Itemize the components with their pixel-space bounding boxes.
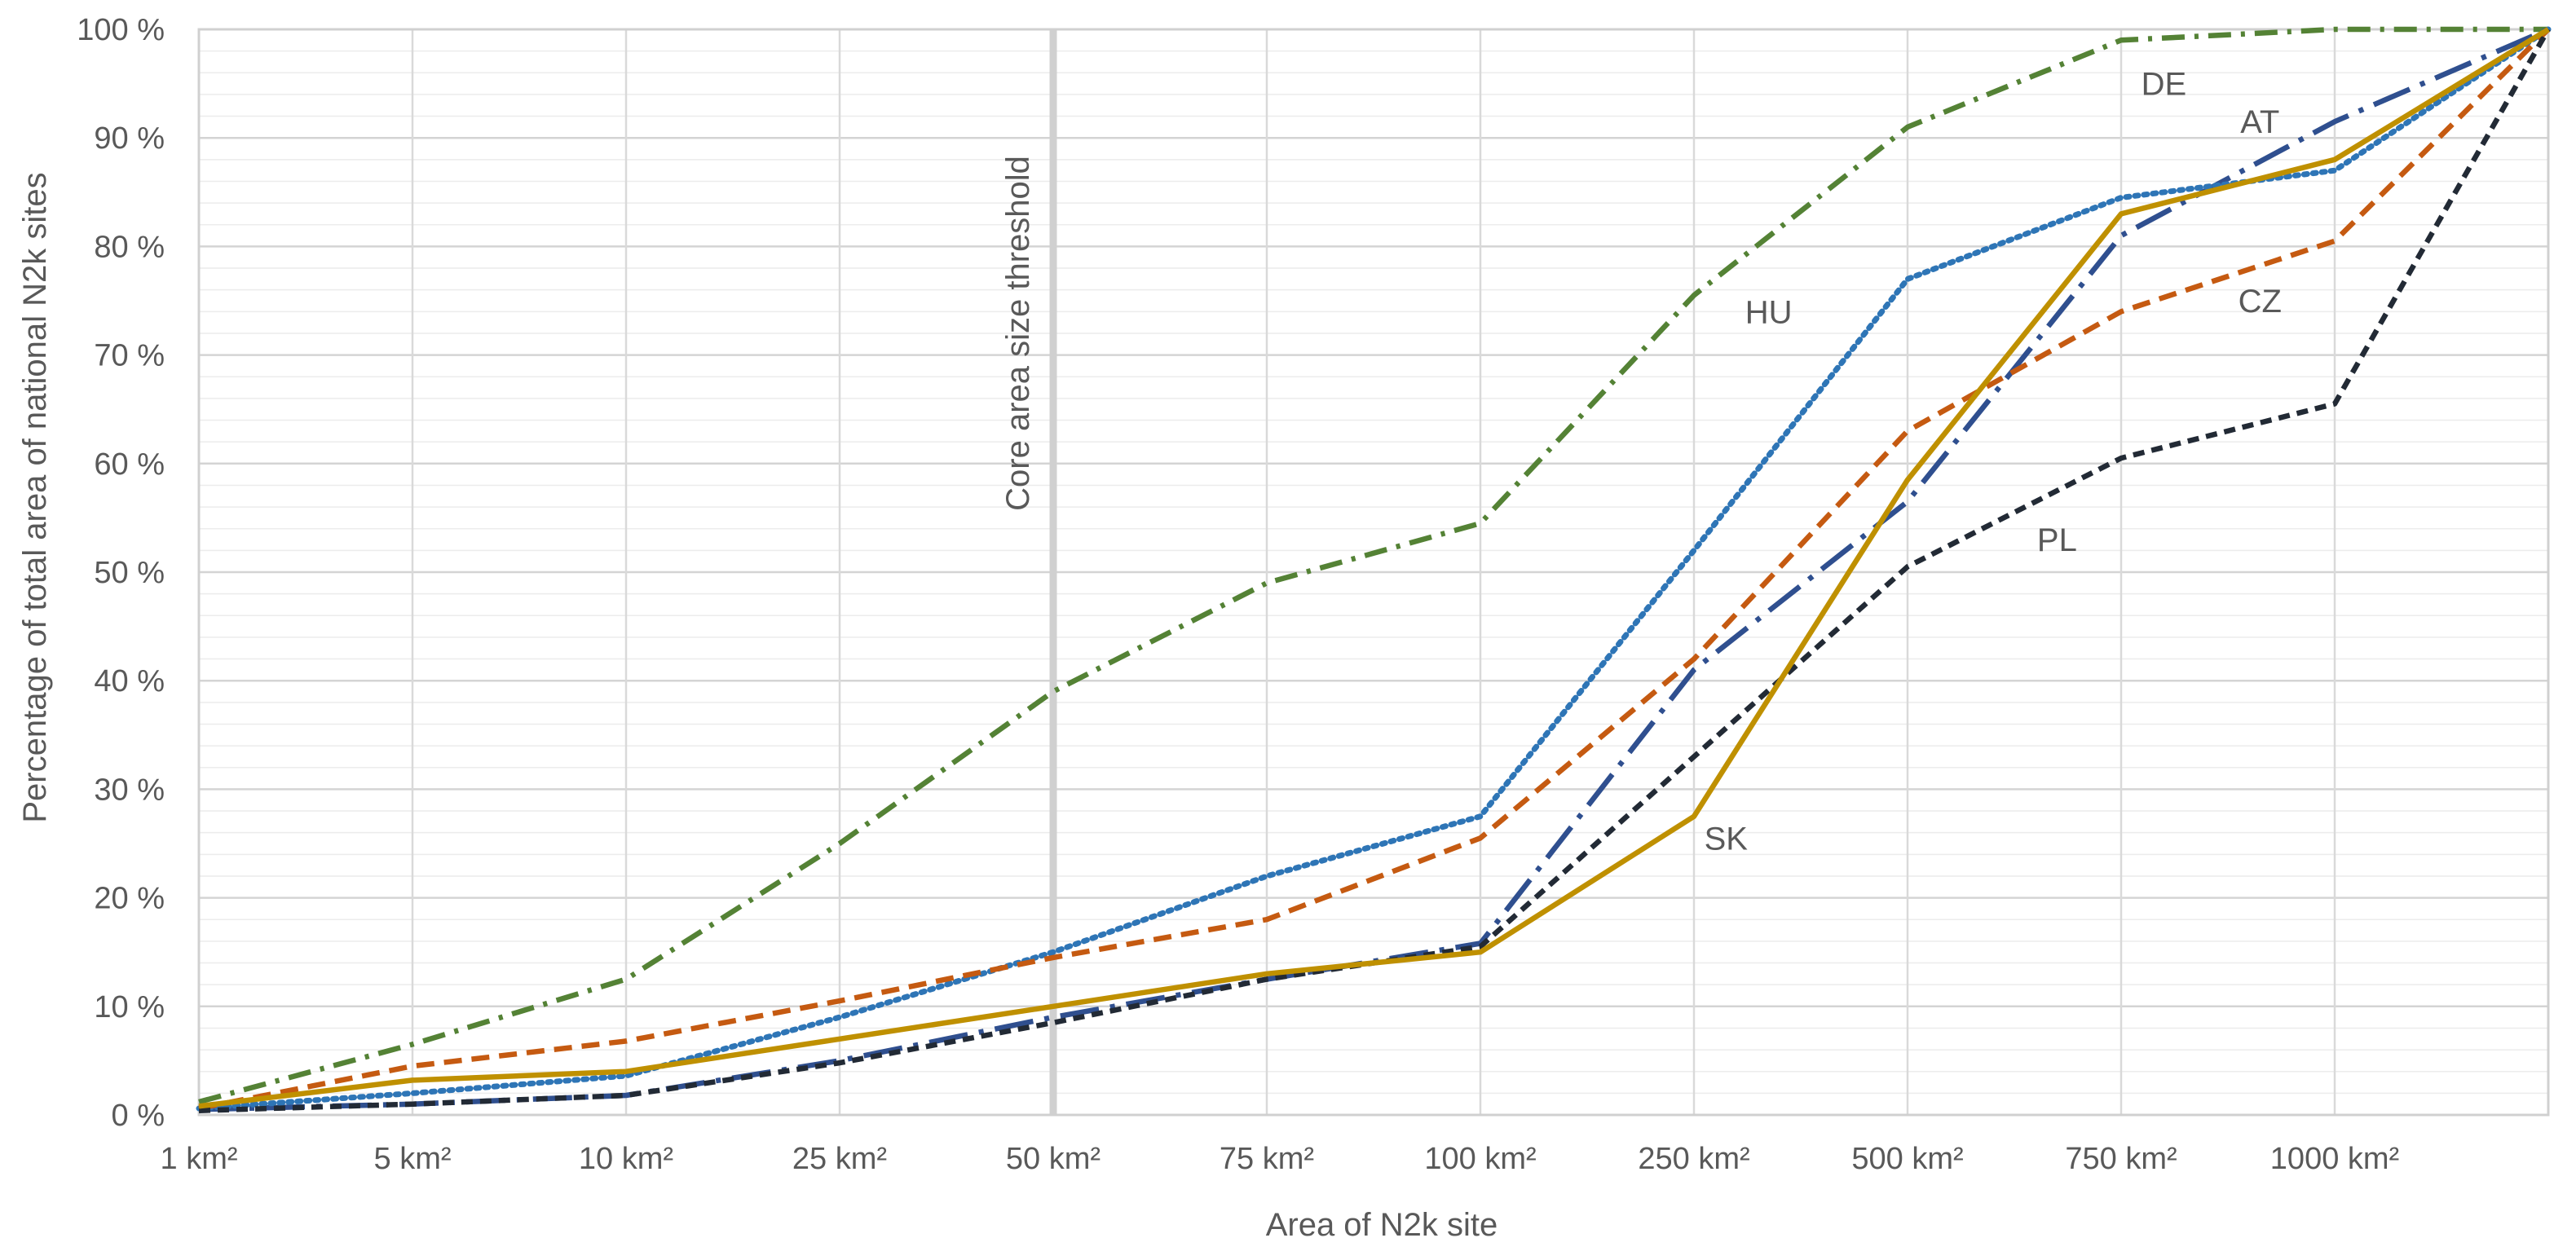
series-line-sk (198, 27, 2550, 1109)
y-tick-label: 10 % (94, 990, 165, 1024)
series-line-cz (198, 27, 2551, 1112)
x-tick-label: 5 km² (374, 1142, 452, 1176)
x-axis-title: Area of N2k site (1266, 1207, 1498, 1243)
plot-border (197, 28, 2550, 1117)
threshold-label: Core area size threshold (1000, 156, 1036, 511)
y-tick-label: 20 % (94, 882, 165, 916)
series-line-hu (196, 26, 2552, 1112)
series-line-de (198, 26, 2548, 1105)
series-label-pl: PL (2037, 522, 2077, 558)
x-tick-label: 250 km² (1638, 1142, 1749, 1176)
x-tick-label: 1 km² (161, 1142, 238, 1176)
y-tick-label: 40 % (94, 664, 165, 698)
series-line-at (198, 27, 2550, 1112)
series-lines (196, 26, 2552, 1113)
y-axis-title: Percentage of total area of national N2k… (17, 172, 53, 822)
series-label-cz: CZ (2239, 284, 2282, 319)
y-tick-label: 60 % (94, 447, 165, 482)
minor-gridlines (199, 50, 2548, 1095)
y-tick-labels: 0 % 10 % 20 % 30 % 40 % 50 % 60 % 70 % 80 % 90 % 1… (77, 13, 165, 1133)
y-tick-label: 100 % (77, 13, 165, 47)
series-label-at: AT (2240, 104, 2279, 140)
series-line-pl (198, 28, 2551, 1113)
x-tick-label: 100 km² (1424, 1142, 1536, 1176)
x-tick-label: 750 km² (2065, 1142, 2177, 1176)
y-tick-label: 90 % (94, 121, 165, 156)
y-tick-label: 50 % (94, 556, 165, 590)
y-tick-label: 30 % (94, 773, 165, 807)
series-label-hu: HU (1745, 294, 1793, 330)
x-tick-label: 1000 km² (2270, 1142, 2399, 1176)
x-tick-label: 25 km² (792, 1142, 887, 1176)
x-tick-label: 10 km² (579, 1142, 673, 1176)
plot-frame (197, 28, 2550, 1117)
x-tick-label: 500 km² (1851, 1142, 1963, 1176)
y-tick-label: 0 % (112, 1099, 165, 1133)
y-tick-label: 70 % (94, 339, 165, 373)
y-tick-label: 80 % (94, 230, 165, 264)
series-label-sk: SK (1705, 821, 1749, 857)
x-tick-label: 50 km² (1006, 1142, 1101, 1176)
series-label-de: DE (2142, 67, 2187, 103)
x-tick-label: 75 km² (1220, 1142, 1314, 1176)
core-area-threshold-line: Core area size threshold (1000, 29, 1057, 1115)
series-labels: DE AT HU CZ PL SK (1705, 67, 2282, 857)
x-tick-labels: 1 km² 5 km² 10 km² 25 km² 50 km² 75 km² 100 km… (161, 1142, 2400, 1176)
